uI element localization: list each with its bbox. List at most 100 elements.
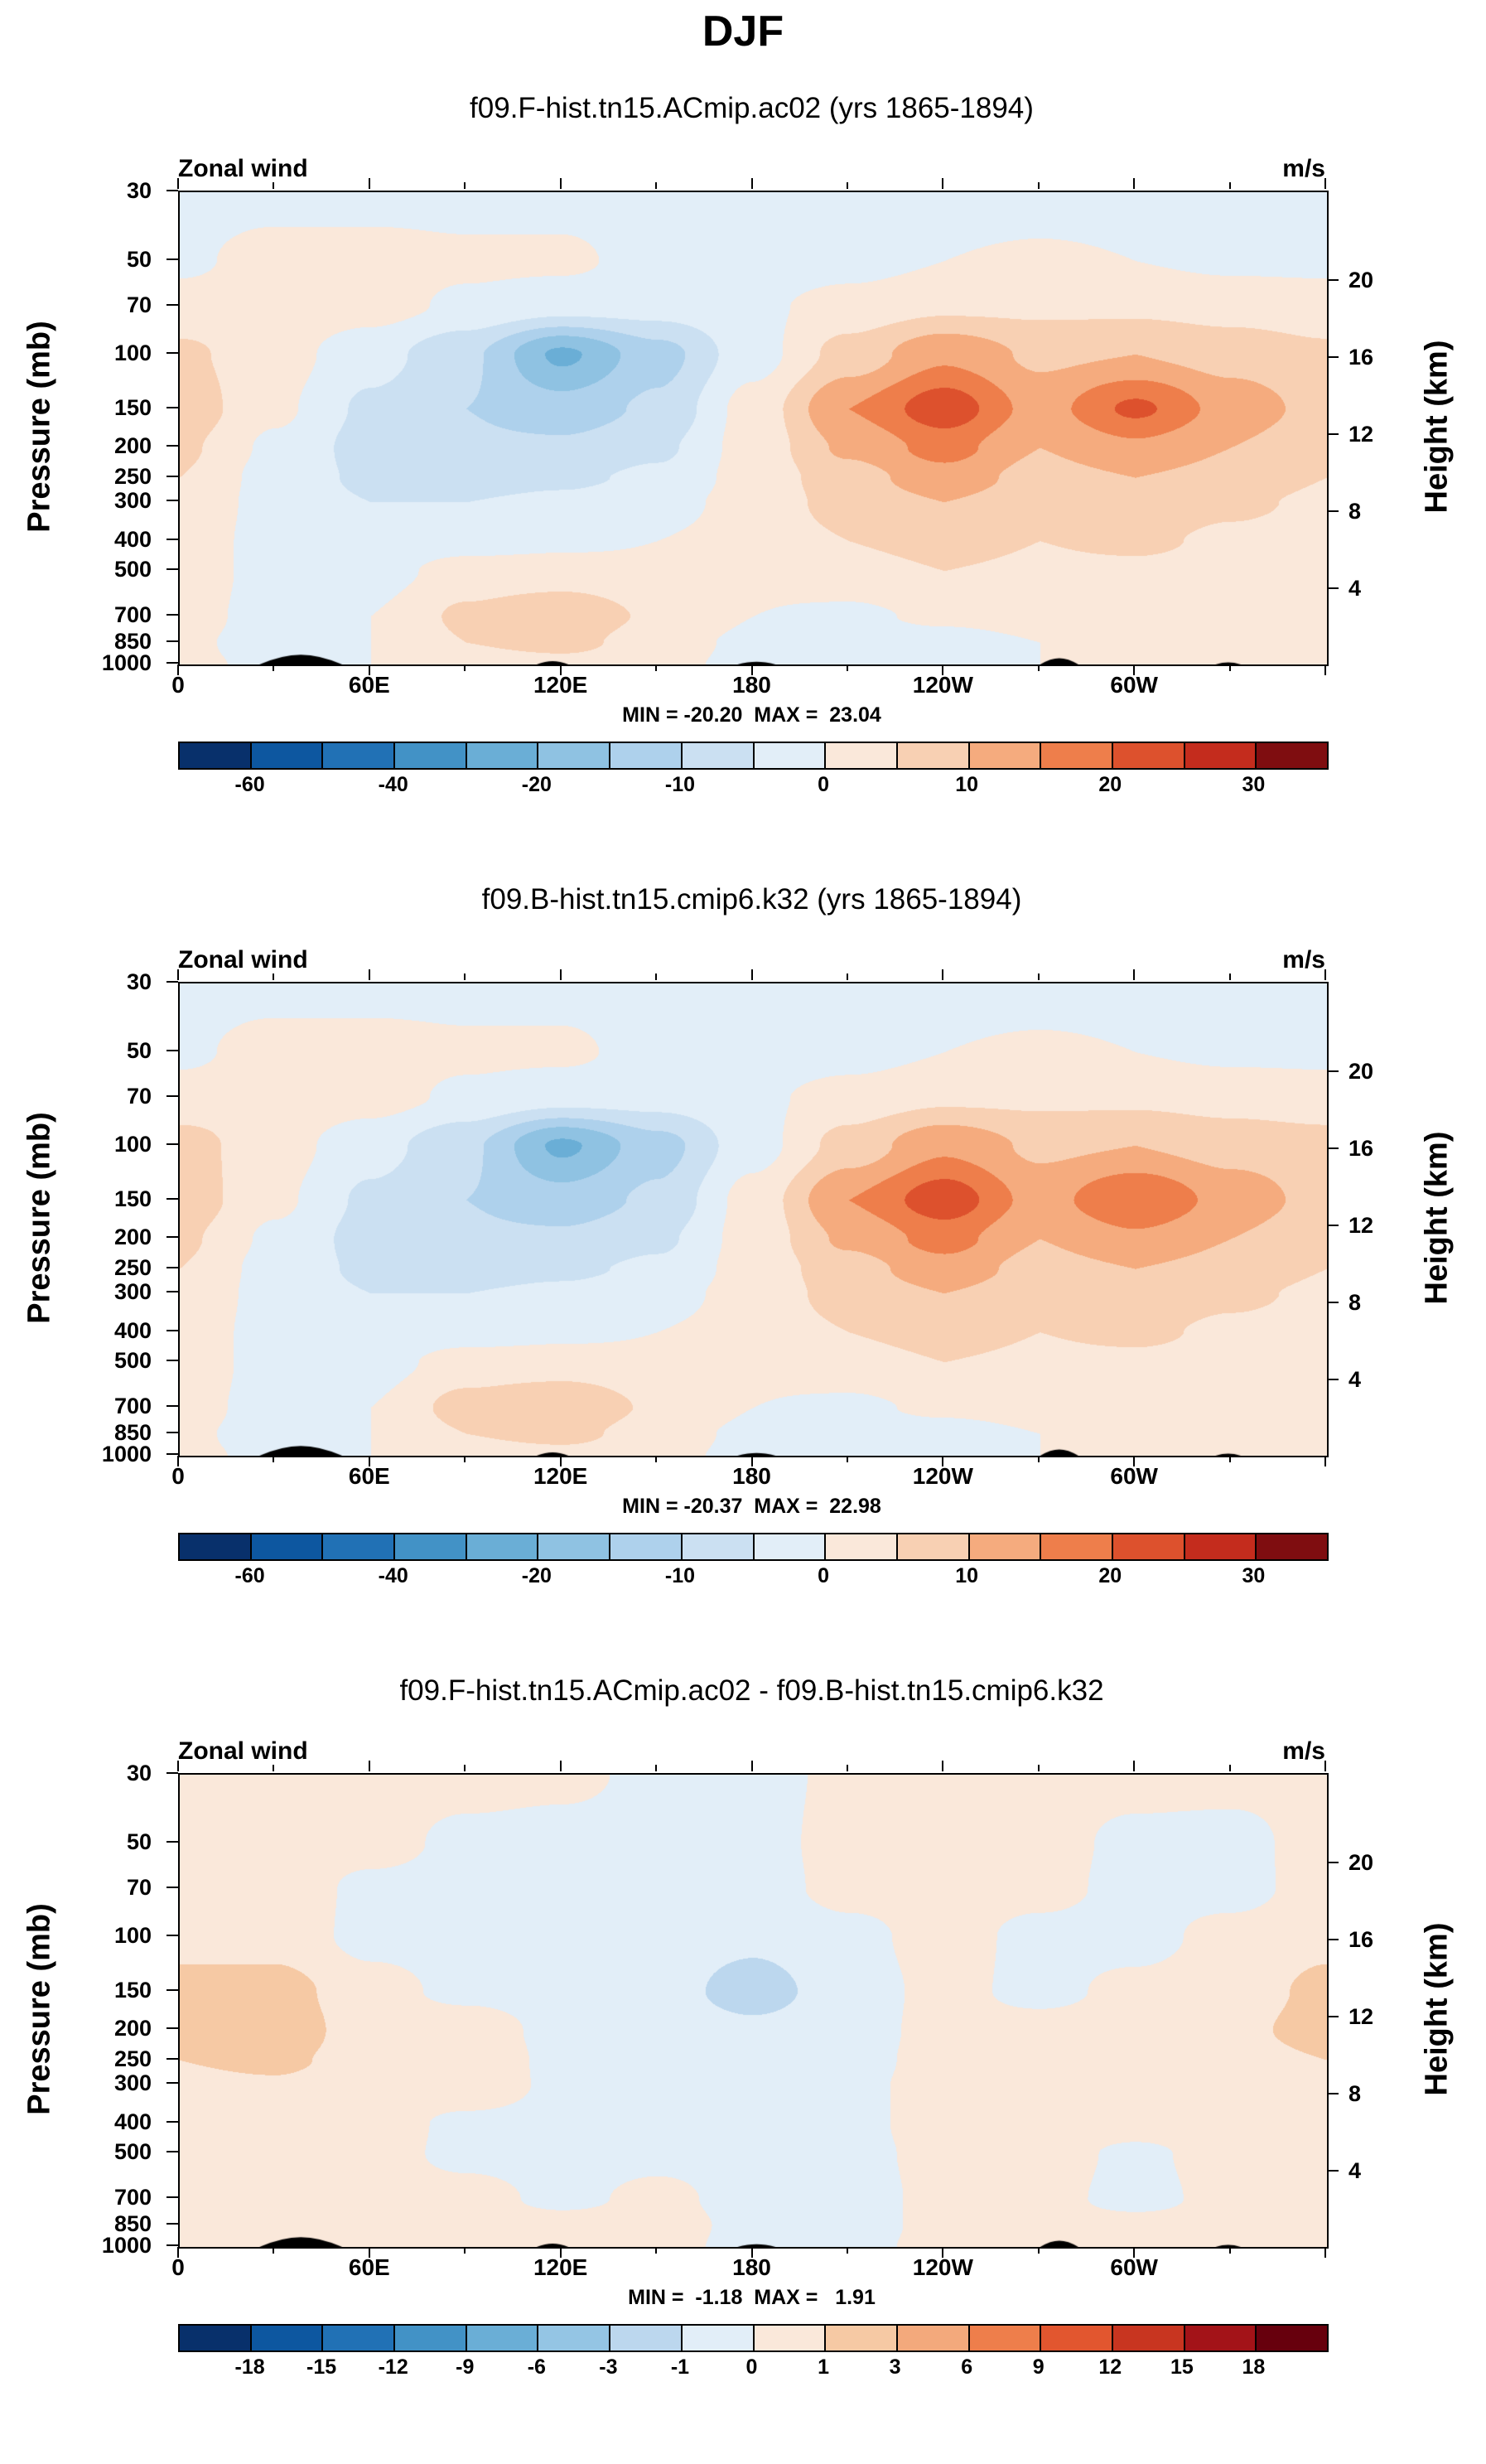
pressure-tick xyxy=(166,2121,178,2123)
pressure-tick xyxy=(166,1330,178,1332)
height-tick xyxy=(1327,1938,1339,1940)
height-tick xyxy=(1327,510,1339,512)
lon-tick xyxy=(1133,1761,1136,1771)
pressure-tick-label: 200 xyxy=(113,1225,152,1250)
lon-tick xyxy=(655,1456,658,1462)
lon-tick xyxy=(559,178,562,189)
minmax-label: MIN = -20.37 MAX = 22.98 xyxy=(622,1495,881,1518)
lon-tick xyxy=(1133,1456,1136,1466)
colorbar-segment xyxy=(897,2326,970,2350)
colorbar-segment xyxy=(1112,743,1185,768)
lon-tick xyxy=(942,1456,944,1466)
units-label: m/s xyxy=(1282,1737,1325,1765)
lon-tick xyxy=(846,1765,848,1771)
colorbar-segment xyxy=(1041,2326,1113,2350)
height-tick-label: 20 xyxy=(1348,1059,1374,1084)
pressure-tick xyxy=(166,475,178,477)
lon-tick xyxy=(559,664,562,675)
lon-tick xyxy=(750,1761,753,1771)
lon-tick xyxy=(1037,664,1040,671)
lon-tick xyxy=(750,969,753,980)
lon-tick xyxy=(464,182,466,189)
lon-tick xyxy=(655,2247,658,2254)
lon-tick-label: 120W xyxy=(912,672,973,698)
minmax-label: MIN = -20.20 MAX = 23.04 xyxy=(622,703,881,727)
colorbar-segment xyxy=(538,743,611,768)
pressure-tick xyxy=(166,1453,178,1455)
colorbar-segment xyxy=(395,2326,467,2350)
pressure-tick-label: 300 xyxy=(113,2070,152,2096)
pressure-tick xyxy=(166,2196,178,2199)
pressure-tick xyxy=(166,2244,178,2246)
pressure-tick-label: 70 xyxy=(126,1874,152,1900)
yaxis-right-title: Height (km) xyxy=(1419,1131,1455,1305)
lon-tick xyxy=(1324,1761,1326,1771)
colorbar-segment xyxy=(610,1534,683,1559)
pressure-tick xyxy=(166,1236,178,1239)
pressure-tick-label: 1000 xyxy=(101,650,152,675)
colorbar-segment xyxy=(754,1534,827,1559)
colorbar-tick-label: -3 xyxy=(599,2355,618,2379)
pressure-tick xyxy=(166,1841,178,1843)
pressure-tick xyxy=(166,1405,178,1408)
units-label: m/s xyxy=(1282,946,1325,974)
height-tick-label: 4 xyxy=(1348,575,1362,601)
lon-tick xyxy=(655,664,658,671)
pressure-tick-label: 500 xyxy=(113,1348,152,1374)
pressure-tick xyxy=(166,1143,178,1145)
colorbar-segment xyxy=(682,1534,755,1559)
height-tick xyxy=(1327,2015,1339,2017)
pressure-tick xyxy=(166,568,178,571)
pressure-tick-label: 700 xyxy=(113,1394,152,1419)
colorbar-segment xyxy=(395,1534,467,1559)
lon-tick xyxy=(559,1456,562,1466)
colorbar xyxy=(178,2324,1329,2352)
height-tick xyxy=(1327,1862,1339,1863)
lon-tick-label: 60W xyxy=(1110,1463,1158,1489)
lon-tick xyxy=(368,664,370,675)
colorbar-tick-label: 10 xyxy=(955,1564,979,1587)
lon-tick xyxy=(1133,178,1136,189)
lon-tick xyxy=(942,664,944,675)
colorbar-segment xyxy=(969,743,1042,768)
lon-tick xyxy=(273,1456,275,1462)
height-tick-label: 20 xyxy=(1348,268,1374,292)
colorbar-segment xyxy=(180,1534,252,1559)
colorbar-segment xyxy=(682,743,755,768)
lon-tick-label: 60E xyxy=(348,672,390,698)
colorbar-segment xyxy=(969,1534,1042,1559)
contour-plot xyxy=(178,982,1329,1457)
lon-tick-label: 180 xyxy=(732,1463,771,1489)
yaxis-right-title: Height (km) xyxy=(1419,1922,1455,2096)
pressure-tick-label: 400 xyxy=(113,1318,152,1344)
lon-tick xyxy=(1228,974,1231,980)
lon-tick-label: 120E xyxy=(533,672,588,698)
lon-tick-label: 120E xyxy=(533,2254,588,2280)
height-tick xyxy=(1327,1147,1339,1149)
pressure-tick-label: 700 xyxy=(113,602,152,628)
colorbar-tick-label: -60 xyxy=(234,1564,265,1587)
lon-tick xyxy=(846,1456,848,1462)
lon-tick xyxy=(1228,664,1231,671)
lon-tick xyxy=(368,2247,370,2258)
lon-tick xyxy=(273,182,275,189)
lon-tick xyxy=(1037,974,1040,980)
lon-tick xyxy=(750,664,753,675)
lon-tick xyxy=(846,2247,848,2254)
pressure-tick-label: 700 xyxy=(113,2185,152,2210)
lon-tick-label: 120W xyxy=(912,2254,973,2280)
lon-tick xyxy=(942,969,944,980)
height-tick-label: 12 xyxy=(1348,421,1374,447)
colorbar-segment xyxy=(826,743,898,768)
panel-title: f09.B-hist.tn15.cmip6.k32 (yrs 1865-1894… xyxy=(481,883,1022,916)
height-tick xyxy=(1327,1301,1339,1303)
colorbar-tick-label: 12 xyxy=(1098,2355,1122,2379)
pressure-tick-label: 70 xyxy=(126,1083,152,1109)
lon-tick xyxy=(846,664,848,671)
panel-top: f09.F-hist.tn15.ACmip.ac02 (yrs 1865-189… xyxy=(0,79,1486,870)
pressure-tick-label: 400 xyxy=(113,2109,152,2135)
colorbar-segment xyxy=(538,1534,611,1559)
pressure-tick-label: 100 xyxy=(113,1131,152,1157)
lon-tick-label: 60W xyxy=(1110,2254,1158,2280)
pressure-tick xyxy=(166,190,178,191)
